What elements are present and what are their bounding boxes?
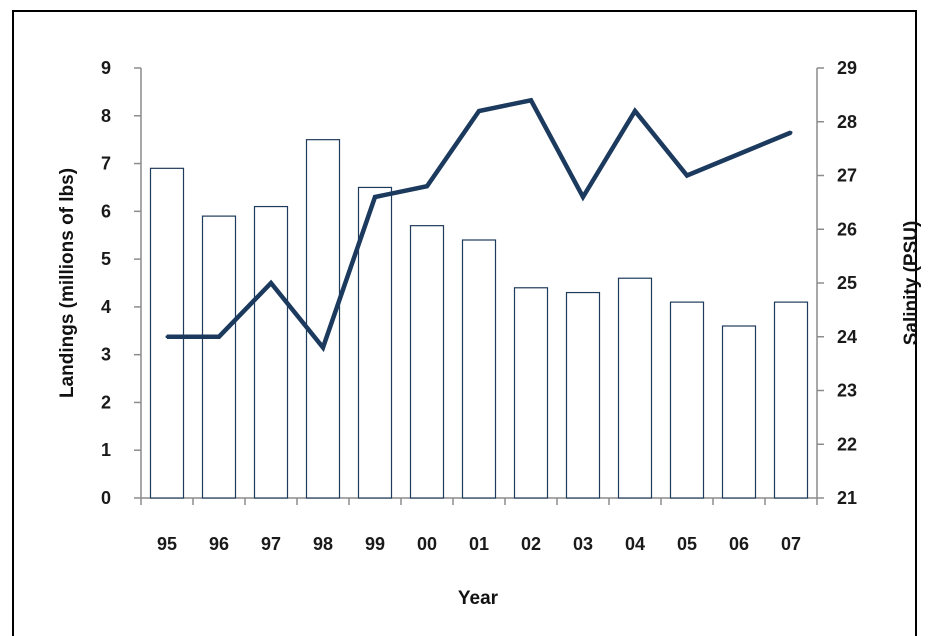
bar <box>149 167 185 499</box>
line-point <box>581 195 585 199</box>
bar <box>201 215 237 499</box>
y-axis-title: Landings (millions of lbs) <box>57 168 78 398</box>
x-tick-label: 00 <box>417 534 437 554</box>
y2-tick-label: 29 <box>837 58 857 78</box>
bar <box>357 186 393 499</box>
line-layer <box>165 97 793 353</box>
bar <box>773 301 809 499</box>
x-tick-label: 01 <box>469 534 489 554</box>
y2-tick-label: 27 <box>837 166 857 186</box>
line-point <box>789 131 793 134</box>
x-tick-label: 99 <box>365 534 385 554</box>
y-tick-label: 4 <box>101 297 111 317</box>
x-tick-label: 02 <box>521 534 541 554</box>
line-point <box>477 109 481 113</box>
bars-layer <box>149 139 809 499</box>
y2-tick-label: 23 <box>837 381 857 401</box>
y2-tick-label: 22 <box>837 434 857 454</box>
y2-tick-label: 21 <box>837 488 857 508</box>
y-tick-label: 1 <box>101 440 111 460</box>
y-tick-label: 5 <box>101 249 111 269</box>
y2-tick-label: 26 <box>837 219 857 239</box>
bar <box>565 291 601 499</box>
y2-tick-label: 28 <box>837 112 857 132</box>
x-tick-label: 03 <box>573 534 593 554</box>
y-tick-label: 7 <box>101 154 111 174</box>
line-point <box>633 109 637 113</box>
y-tick-label: 8 <box>101 106 111 126</box>
bar <box>409 225 445 499</box>
x-tick-label: 07 <box>781 534 801 554</box>
line-point <box>529 98 533 102</box>
bar <box>617 277 653 499</box>
line-point <box>321 346 325 349</box>
y2-tick-label: 24 <box>837 327 857 347</box>
x-tick-label: 06 <box>729 534 749 554</box>
bar <box>721 325 757 499</box>
x-tick-label: 96 <box>209 534 229 554</box>
x-tick-label: 97 <box>261 534 281 554</box>
x-tick-label: 98 <box>313 534 333 554</box>
line-point <box>425 184 429 188</box>
line-point <box>373 195 377 199</box>
y-tick-label: 2 <box>101 392 111 412</box>
line-point <box>217 335 221 339</box>
y-tick-label: 6 <box>101 201 111 221</box>
y2-axis-title: Salinity (PSU) <box>901 221 922 346</box>
line-point <box>685 174 689 177</box>
x-tick-label: 05 <box>677 534 697 554</box>
bar <box>461 239 497 499</box>
bar <box>669 301 705 499</box>
bar <box>513 287 549 499</box>
y-tick-label: 3 <box>101 345 111 365</box>
x-axis-title: Year <box>458 588 499 609</box>
bar <box>253 205 289 499</box>
x-tick-label: 04 <box>625 534 645 554</box>
y-tick-label: 0 <box>101 488 111 508</box>
line-point <box>165 335 169 339</box>
y2-tick-label: 25 <box>837 273 857 293</box>
x-tick-label: 95 <box>157 534 177 554</box>
line-point <box>737 152 741 156</box>
y-tick-label: 9 <box>101 58 111 78</box>
line-point <box>269 281 273 285</box>
